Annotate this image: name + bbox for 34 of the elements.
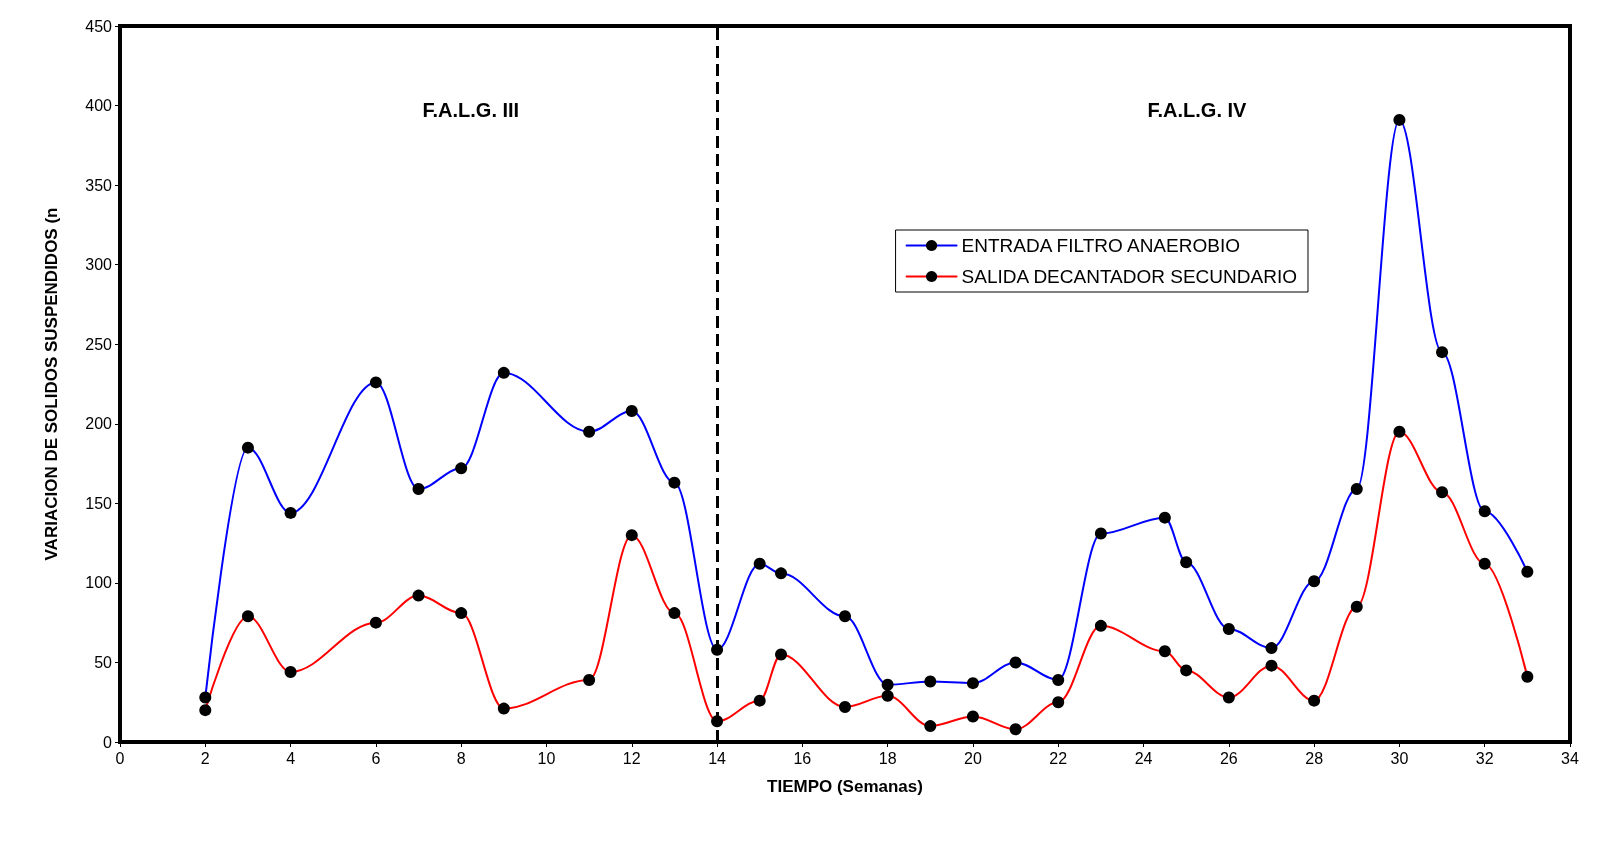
x-tick-label: 0 (115, 749, 125, 767)
y-axis-title: VARIACION DE SOLIDOS SUSPENDIDOS (n (42, 207, 61, 561)
x-tick-label: 32 (1475, 749, 1494, 767)
y-tick-label: 300 (85, 256, 113, 274)
legend-label: ENTRADA FILTRO ANAEROBIO (961, 235, 1240, 256)
y-tick-label: 0 (103, 733, 113, 751)
y-tick-label: 250 (85, 335, 113, 353)
y-tick-label: 200 (85, 415, 113, 433)
y-tick-label: 450 (85, 17, 113, 35)
x-axis-title: TIEMPO (Semanas) (767, 777, 923, 796)
x-tick-label: 22 (1049, 749, 1068, 767)
x-tick-label: 12 (622, 749, 641, 767)
x-tick-label: 20 (964, 749, 982, 767)
y-tick-label: 350 (85, 176, 113, 194)
x-tick-label: 16 (793, 749, 812, 767)
x-tick-label: 30 (1390, 749, 1409, 767)
y-tick-label: 100 (85, 574, 113, 592)
x-tick-label: 2 (200, 749, 210, 767)
x-tick-label: 18 (878, 749, 897, 767)
x-tick-label: 24 (1134, 749, 1153, 767)
annotation: F.A.L.G. III (422, 99, 520, 121)
x-tick-label: 26 (1219, 749, 1238, 767)
x-tick-label: 14 (708, 749, 727, 767)
x-tick-label: 28 (1305, 749, 1324, 767)
legend-label: SALIDA DECANTADOR SECUNDARIO (961, 266, 1297, 287)
x-tick-label: 34 (1561, 749, 1579, 767)
y-tick-label: 400 (85, 97, 113, 115)
x-tick-label: 6 (371, 749, 381, 767)
x-tick-label: 8 (456, 749, 466, 767)
x-tick-label: 4 (286, 749, 296, 767)
annotation: F.A.L.G. IV (1147, 99, 1248, 121)
y-tick-label: 50 (94, 653, 113, 671)
x-tick-label: 10 (537, 749, 556, 767)
y-tick-label: 150 (85, 494, 113, 512)
